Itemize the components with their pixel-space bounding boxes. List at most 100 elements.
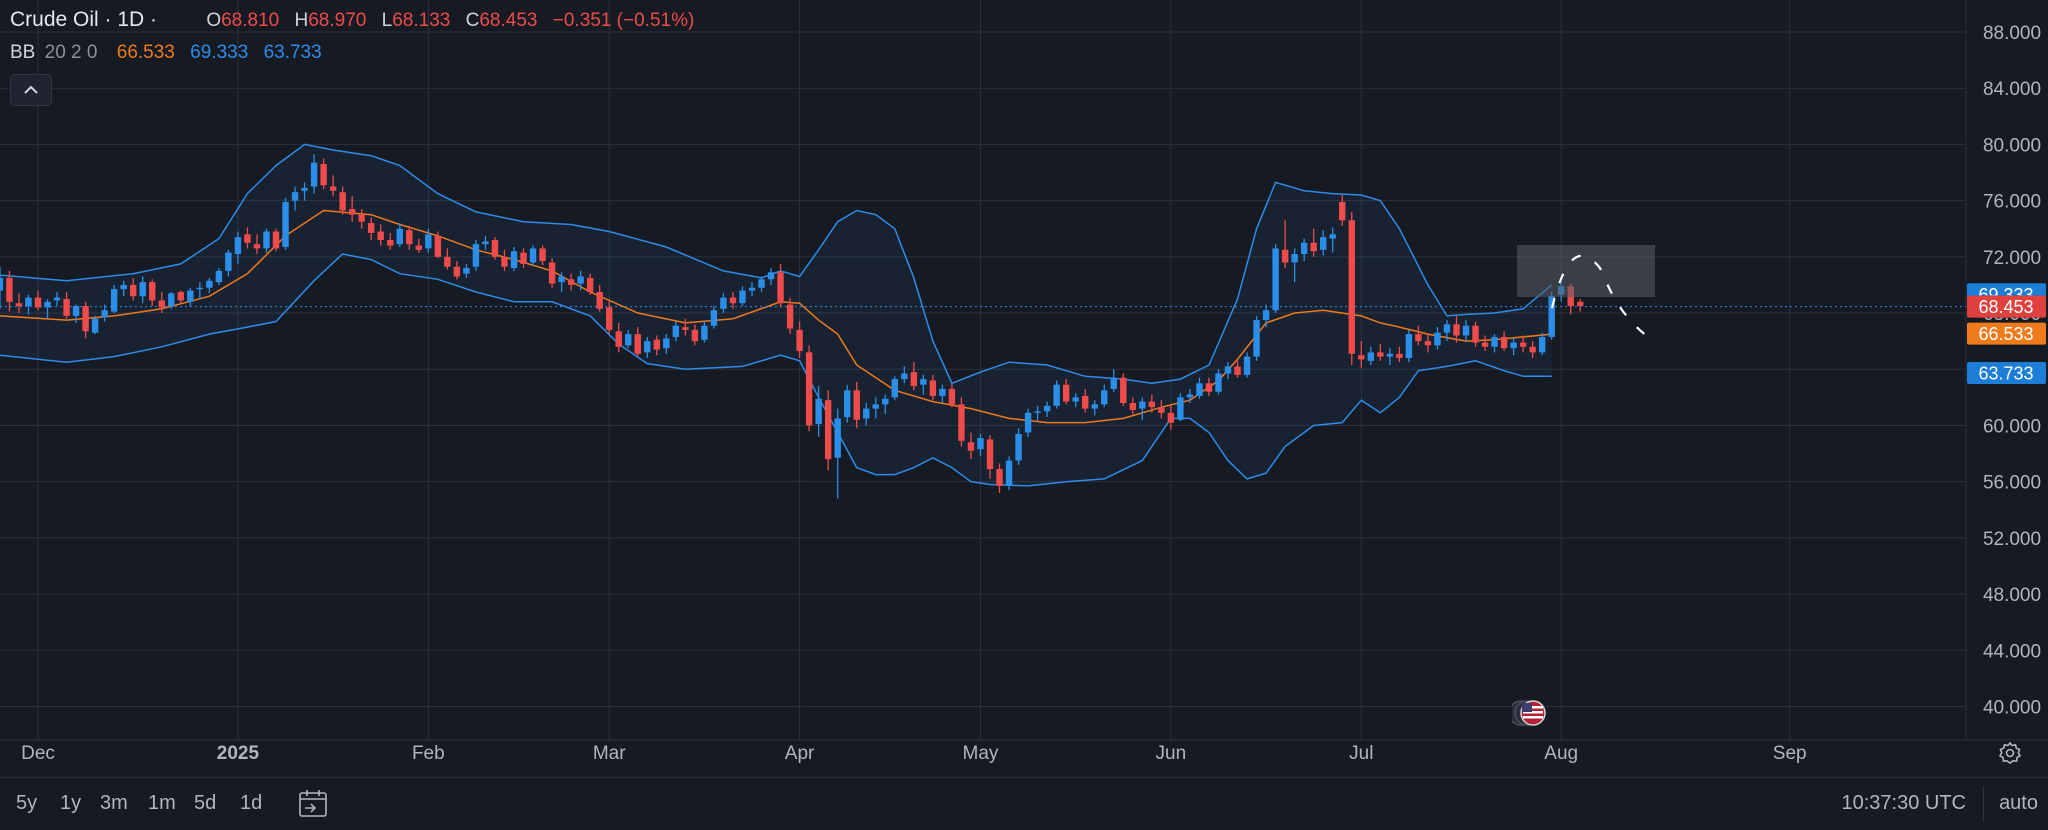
candle <box>891 376 898 401</box>
clock-timezone[interactable]: 10:37:30 UTC <box>1841 792 1966 814</box>
candle <box>1186 388 1194 403</box>
candle <box>1167 405 1175 430</box>
legend-ohlc: Crude Oil · 1D · O68.810 H68.970 L68.133… <box>10 8 698 32</box>
candle <box>120 280 127 297</box>
projection-drawing[interactable] <box>1550 254 1656 343</box>
candle <box>558 272 565 292</box>
x-tick-label: Dec <box>21 743 55 764</box>
candle <box>1538 332 1546 356</box>
candle <box>1519 335 1527 353</box>
candle <box>625 329 632 349</box>
x-tick-label: Jun <box>1156 743 1187 764</box>
collapse-legend-button[interactable] <box>10 74 52 106</box>
candle <box>710 306 718 329</box>
price-label: 63.733 <box>1967 362 2046 385</box>
legend-low-label: L <box>381 10 393 31</box>
highlight-box[interactable] <box>1517 245 1655 297</box>
candle <box>1072 393 1079 408</box>
candle <box>634 327 641 357</box>
candle <box>882 394 889 415</box>
candle <box>101 304 108 322</box>
candle <box>1215 369 1222 395</box>
candle <box>996 463 1003 493</box>
candle <box>215 268 223 285</box>
candle <box>82 301 89 339</box>
candle <box>1224 362 1232 380</box>
chevron-up-icon <box>24 85 38 94</box>
range-3m-button[interactable]: 3m <box>100 792 128 814</box>
candle <box>1424 334 1432 353</box>
candle <box>387 232 394 250</box>
calendar-goto-icon[interactable] <box>296 788 330 820</box>
candle <box>615 322 622 353</box>
candle <box>1377 343 1384 361</box>
candle <box>948 383 956 408</box>
y-tick-label: 44.000 <box>1983 641 2041 662</box>
range-1m-button[interactable]: 1m <box>148 792 176 814</box>
candle <box>901 366 908 384</box>
y-tick-label: 76.000 <box>1983 192 2041 213</box>
candle <box>672 321 680 342</box>
candle <box>1367 346 1374 366</box>
legend-change: −0.351 (−0.51%) <box>552 10 695 31</box>
candle <box>463 263 470 278</box>
candle <box>168 291 175 309</box>
candle <box>1177 393 1184 422</box>
y-tick-label: 84.000 <box>1983 79 2041 100</box>
candle <box>291 186 299 211</box>
candle <box>815 386 822 437</box>
candle <box>520 248 527 269</box>
candle <box>1462 320 1470 342</box>
candle <box>967 432 975 460</box>
candle <box>149 279 156 307</box>
candle <box>1405 329 1413 363</box>
auto-scale-button[interactable]: auto <box>1999 792 2038 814</box>
candle <box>472 239 480 271</box>
candle <box>1481 335 1489 351</box>
x-tick-label: Feb <box>412 743 445 764</box>
candle <box>53 291 61 307</box>
candle <box>1510 338 1517 356</box>
candle <box>1500 331 1508 351</box>
candle <box>329 175 337 197</box>
candle <box>206 277 213 294</box>
candle <box>853 381 860 429</box>
candle <box>1396 346 1403 363</box>
candle <box>1148 394 1156 413</box>
candle <box>1158 400 1165 419</box>
candle <box>1272 244 1279 314</box>
candle <box>1291 248 1298 283</box>
bb-basis-value: 66.533 <box>116 42 175 63</box>
candle <box>1329 227 1336 253</box>
range-5d-button[interactable]: 5d <box>194 792 217 814</box>
gear-icon[interactable] <box>1998 741 2022 765</box>
candle <box>1196 377 1203 399</box>
y-tick-label: 40.000 <box>1983 698 2041 719</box>
candle <box>425 228 432 253</box>
y-tick-label: 56.000 <box>1983 473 2041 494</box>
y-tick-label: 52.000 <box>1983 529 2041 550</box>
bottom-toolbar: 5y 1y 3m 1m 5d 1d 10:37:30 UTC auto <box>0 777 2048 830</box>
candle <box>25 294 32 315</box>
x-tick-label: Sep <box>1773 743 1807 764</box>
candle <box>1034 405 1041 422</box>
legend-symbol[interactable]: Crude Oil · 1D · <box>10 8 158 31</box>
candle <box>701 321 708 343</box>
legend-bollinger[interactable]: BB 20 2 0 66.533 69.333 63.733 <box>10 42 326 64</box>
range-5y-button[interactable]: 5y <box>16 792 38 814</box>
legend-open-value: 68.810 <box>221 10 280 31</box>
candle <box>263 228 270 253</box>
candle <box>1281 220 1289 269</box>
candle <box>1443 320 1451 342</box>
range-1d-button[interactable]: 1d <box>240 792 263 814</box>
candle <box>1529 341 1536 359</box>
x-tick-label: Apr <box>785 743 815 764</box>
candle <box>444 248 451 270</box>
candle <box>1548 291 1555 340</box>
range-1y-button[interactable]: 1y <box>60 792 82 814</box>
us-flag-event-icon[interactable] <box>1512 698 1548 728</box>
bb-upper-value: 69.333 <box>190 42 249 63</box>
candle <box>577 270 584 291</box>
candle <box>158 291 165 314</box>
